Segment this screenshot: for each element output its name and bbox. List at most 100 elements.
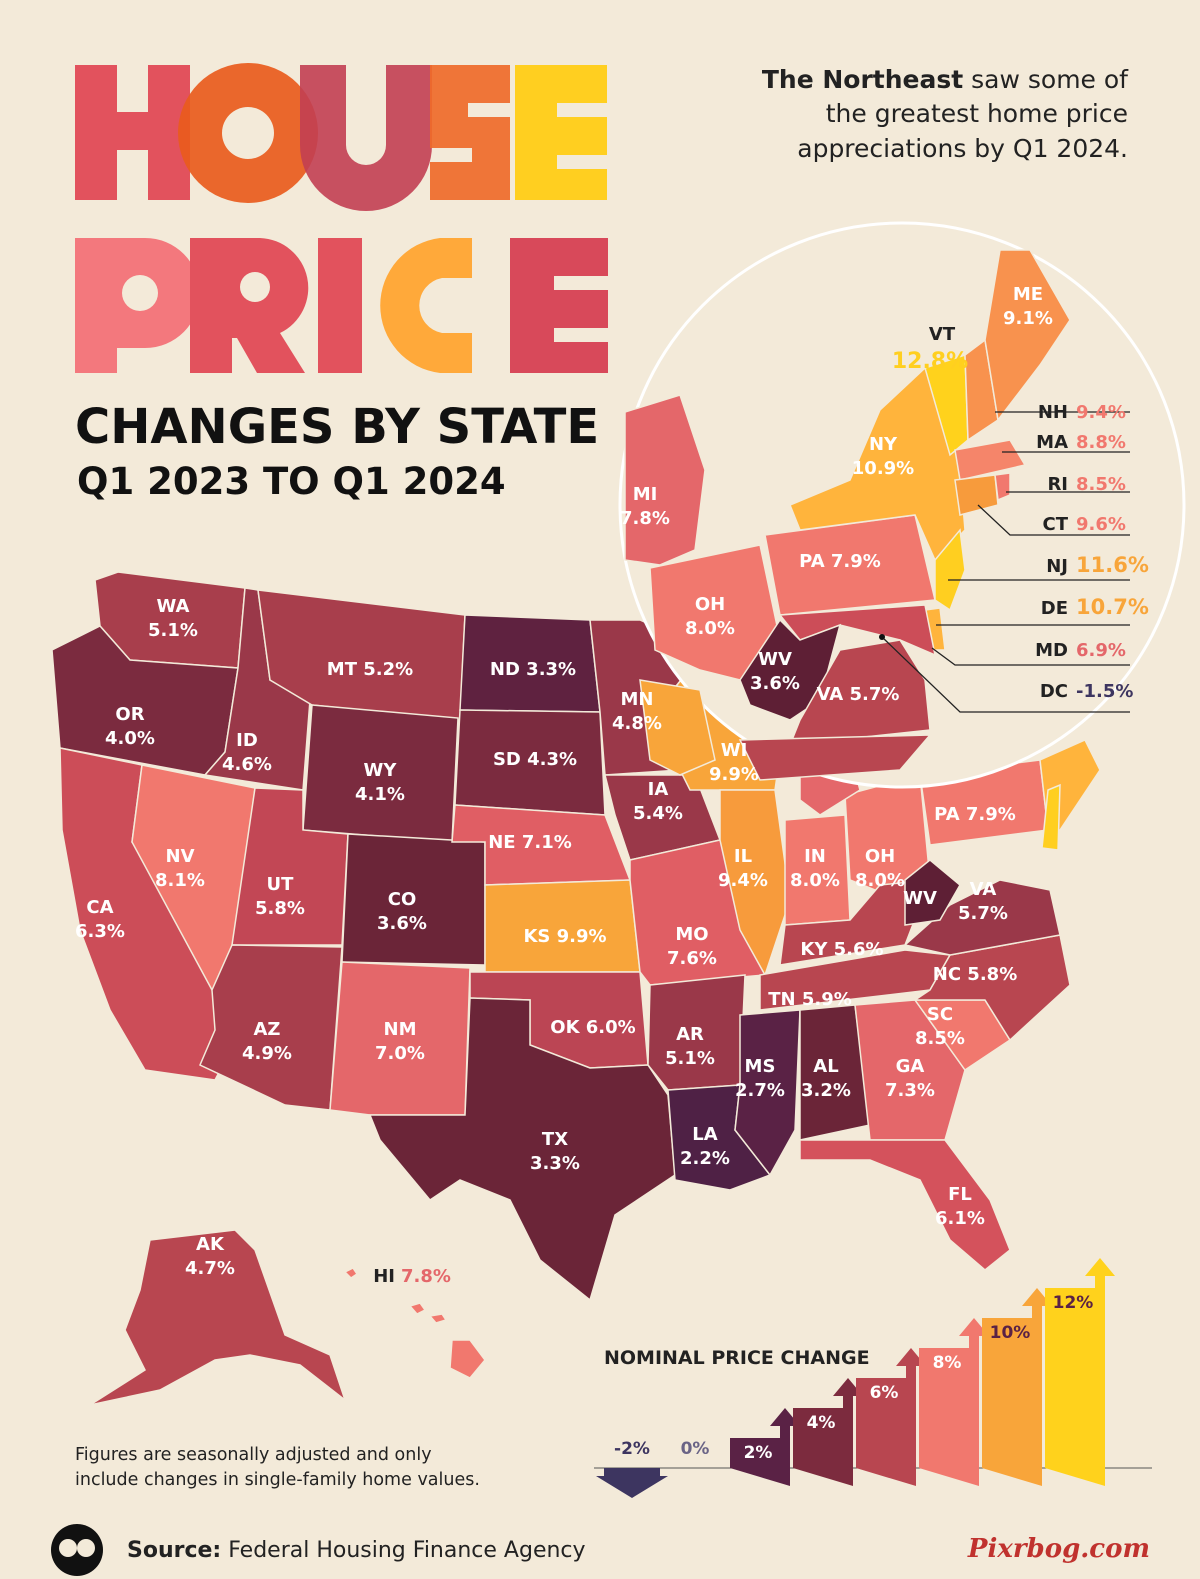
state-NJ-main [1041, 783, 1061, 851]
state-label-va-value: 5.7% [958, 903, 1008, 924]
state-label-va: VA [970, 879, 997, 900]
state-label-tx-value: 3.3% [530, 1153, 580, 1174]
state-label-tx: TX [542, 1129, 568, 1150]
list-label-ct-value: 9.6% [1076, 514, 1126, 535]
list-label-md: MD [1035, 640, 1068, 661]
list-label-ri-value: 8.5% [1076, 474, 1126, 495]
state-label-ne: NE 7.1% [488, 832, 572, 853]
list-label-ct: CT [1043, 514, 1069, 535]
legend-bar-neg2 [596, 1468, 668, 1498]
list-label-dc-value: -1.5% [1076, 681, 1133, 702]
zoom-label-oh: OH [695, 594, 725, 615]
state-label-or-value: 4.0% [105, 728, 155, 749]
list-label-de: DE [1041, 598, 1068, 619]
state-label-ms: MS [745, 1056, 776, 1077]
legend-bars: -2% 0% 2% 4% 6% 8% 10% 12% [596, 1258, 1115, 1498]
state-label-ak-value: 4.7% [185, 1258, 235, 1279]
zoom-label-mi: MI [633, 484, 658, 505]
state-label-ut-value: 5.8% [255, 898, 305, 919]
callout-rest: saw some of [963, 65, 1129, 94]
zoom-label-me-value: 9.1% [1003, 308, 1053, 329]
zoom-label-vt-value: 12.8% [892, 349, 968, 374]
legend-label-6: 6% [870, 1383, 899, 1403]
state-label-fl-value: 6.1% [935, 1208, 985, 1229]
zoom-label-pa: PA 7.9% [799, 551, 881, 572]
state-label-or: OR [115, 704, 144, 725]
northeast-zoom [618, 221, 1186, 789]
state-label-pa: PA 7.9% [934, 804, 1016, 825]
list-label-nj-value: 11.6% [1076, 553, 1149, 577]
zoom-label-wv: WV [758, 649, 792, 670]
state-label-wa-value: 5.1% [148, 620, 198, 641]
list-label-ri: RI [1047, 474, 1068, 495]
state-AZ [199, 944, 343, 1111]
state-label-nv-value: 8.1% [155, 870, 205, 891]
state-label-la-value: 2.2% [680, 1148, 730, 1169]
legend-bar-4 [793, 1378, 863, 1486]
source-text: Federal Housing Finance Agency [221, 1538, 585, 1563]
state-label-az: AZ [254, 1019, 281, 1040]
state-label-id-value: 4.6% [222, 754, 272, 775]
list-label-ma-value: 8.8% [1076, 432, 1126, 453]
callout-line-1: The Northeast saw some of [762, 65, 1129, 94]
zoom-south [738, 734, 932, 781]
state-label-nv: NV [166, 846, 195, 867]
state-label-hi-value: 7.8% [401, 1266, 451, 1287]
state-label-co-value: 3.6% [377, 913, 427, 934]
state-HI-islands [343, 1267, 486, 1379]
state-label-mn: MN [621, 689, 654, 710]
state-label-al-value: 3.2% [801, 1080, 851, 1101]
source-logo-icon [51, 1524, 103, 1576]
zoom-MI [624, 394, 706, 566]
footnote-line-1: Figures are seasonally adjusted and only [75, 1445, 432, 1465]
state-label-mo-value: 7.6% [667, 948, 717, 969]
zoom-label-ny: NY [869, 434, 898, 455]
state-label-la: LA [692, 1124, 717, 1145]
footnote-line-2: include changes in single-family home va… [75, 1470, 480, 1490]
list-label-de-value: 10.7% [1076, 595, 1149, 619]
legend-bar-2 [730, 1408, 800, 1486]
callout-line-2: the greatest home price [826, 99, 1128, 128]
state-label-nm-value: 7.0% [375, 1043, 425, 1064]
state-label-wi: WI [721, 740, 748, 761]
state-label-nd: ND 3.3% [490, 659, 576, 680]
state-label-ia: IA [648, 779, 669, 800]
state-label-wa: WA [157, 596, 190, 617]
state-label-in-value: 8.0% [790, 870, 840, 891]
zoom-WI [639, 679, 716, 776]
list-label-nh: NH [1038, 402, 1068, 423]
state-label-wy-value: 4.1% [355, 784, 405, 805]
state-label-ar-value: 5.1% [665, 1048, 715, 1069]
state-label-wi-value: 9.9% [709, 764, 759, 785]
legend-bar-6 [856, 1348, 926, 1486]
callout-line-3: appreciations by Q1 2024. [797, 134, 1128, 163]
zoom-label-ny-value: 10.9% [852, 458, 914, 479]
state-label-fl: FL [948, 1184, 972, 1205]
state-label-ca-value: 6.3% [75, 921, 125, 942]
list-label-nj: NJ [1046, 556, 1068, 577]
legend: NOMINAL PRICE CHANGE -2% 0% 2% 4% 6% 8% 10% 12% [594, 1258, 1152, 1498]
legend-label-10: 10% [990, 1323, 1031, 1343]
state-label-ga-value: 7.3% [885, 1080, 935, 1101]
state-label-az-value: 4.9% [242, 1043, 292, 1064]
state-label-ak: AK [196, 1234, 225, 1255]
state-label-ks: KS 9.9% [523, 926, 606, 947]
state-label-ia-value: 5.4% [633, 803, 683, 824]
state-label-ca: CA [86, 897, 113, 918]
source-label: Source: [127, 1538, 221, 1563]
legend-label-neg2: -2% [614, 1439, 650, 1459]
legend-label-0: 0% [681, 1439, 710, 1459]
zoom-label-va: VA 5.7% [817, 684, 900, 705]
zoom-MA [954, 439, 1027, 481]
zoom-NJ [934, 528, 966, 612]
footnote: Figures are seasonally adjusted and only… [75, 1443, 480, 1493]
state-GA [854, 999, 966, 1141]
legend-label-8: 8% [933, 1353, 962, 1373]
state-label-ar: AR [676, 1024, 704, 1045]
legend-bar-8 [919, 1318, 989, 1486]
state-label-ky: KY 5.6% [800, 939, 883, 960]
zoom-label-wv-value: 3.6% [750, 673, 800, 694]
state-label-nm: NM [384, 1019, 417, 1040]
state-label-oh: OH [865, 846, 895, 867]
state-label-co: CO [388, 889, 417, 910]
